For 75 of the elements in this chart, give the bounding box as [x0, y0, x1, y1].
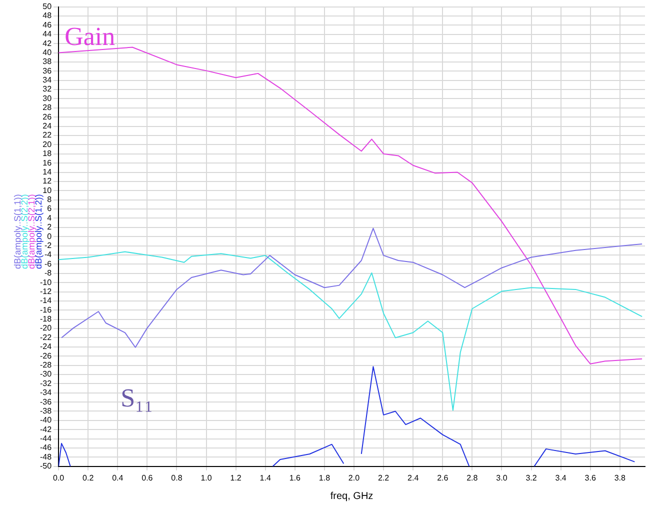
y-tick-label: -38 — [40, 406, 52, 416]
x-tick-label: 2.0 — [348, 473, 360, 482]
y-tick-label: 40 — [42, 48, 52, 57]
y-tick-label: -50 — [40, 462, 52, 471]
x-tick-label: 1.0 — [200, 473, 212, 482]
y-tick-label: -20 — [40, 324, 52, 333]
x-tick-label: 1.4 — [260, 473, 272, 482]
y-tick-label: 12 — [42, 176, 52, 186]
x-tick-label: 3.2 — [526, 473, 538, 482]
y-tick-label: 6 — [47, 204, 52, 214]
y-tick-label: 14 — [42, 167, 52, 176]
x-tick-label: 2.8 — [466, 473, 478, 482]
y-tick-label: 22 — [42, 130, 52, 140]
y-tick-label: 16 — [42, 158, 52, 168]
y-tick-label: -6 — [44, 259, 52, 268]
x-tick-label: 0.2 — [82, 473, 94, 482]
y-tick-label: -8 — [44, 268, 52, 278]
y-tick-label: 30 — [42, 94, 52, 103]
y-tick-label: 32 — [42, 84, 52, 94]
y-tick-label: 18 — [42, 149, 52, 158]
y-tick-label: -24 — [40, 342, 52, 352]
y-tick-label: -10 — [40, 278, 52, 287]
y-tick-label: -44 — [40, 434, 52, 444]
y-tick-label: -12 — [40, 286, 52, 296]
y-tick-label: -14 — [40, 296, 52, 306]
y-tick-label: 26 — [42, 112, 52, 122]
x-tick-label: 0.4 — [112, 473, 124, 482]
y-tick-label: 10 — [42, 186, 52, 195]
text: dB(ampoly..S(1,1)) — [12, 194, 22, 270]
x-axis-title: freq, GHz — [330, 490, 374, 502]
y-tick-label: -26 — [40, 351, 52, 360]
x-tick-label: 2.4 — [408, 473, 420, 482]
y-tick-label: -48 — [40, 452, 52, 462]
x-tick-label: 3.8 — [614, 473, 626, 482]
y-tick-label: 2 — [47, 222, 52, 232]
y-tick-label: 44 — [42, 30, 52, 39]
y-tick-label: 0 — [47, 232, 52, 241]
y-tick-label: 36 — [42, 66, 52, 76]
x-tick-label: 3.0 — [496, 473, 508, 482]
y-tick-label: 8 — [47, 195, 52, 204]
x-tick-label: 3.4 — [555, 473, 567, 482]
x-tick-label: 3.6 — [584, 473, 596, 482]
x-tick-label: 1.6 — [289, 473, 302, 482]
y-tick-label: -22 — [40, 332, 52, 342]
y-tick-label: 42 — [42, 38, 52, 48]
y-tick-label: 48 — [42, 11, 52, 20]
x-tick-label: 1.8 — [318, 473, 331, 482]
y-tick-label: 20 — [42, 140, 52, 149]
y-tick-label: -46 — [40, 443, 52, 452]
y-tick-label: -36 — [40, 397, 52, 406]
x-tick-label: 0.8 — [171, 473, 183, 482]
y-tick-label: -40 — [40, 416, 52, 425]
y-tick-label: -18 — [40, 314, 52, 324]
y-tick-label: 4 — [47, 213, 52, 222]
y-tick-label: 34 — [42, 76, 52, 85]
y-tick-label: 38 — [42, 57, 52, 66]
x-tick-label: 2.2 — [378, 473, 390, 482]
y-tick-label: -28 — [40, 360, 52, 370]
y-tick-label: 50 — [42, 2, 52, 12]
y-tick-label: -32 — [40, 378, 52, 388]
y-tick-label: -16 — [40, 305, 52, 314]
x-tick-label: 0.0 — [53, 473, 65, 482]
annotation: S₁₁ — [120, 383, 154, 412]
annotation: Gain — [64, 22, 116, 51]
y-tick-label: 46 — [42, 20, 52, 30]
y-tick-label: 28 — [42, 103, 52, 112]
x-tick-label: 2.6 — [437, 473, 449, 482]
y-tick-label: 24 — [42, 122, 52, 130]
y-tick-label: -42 — [40, 424, 52, 434]
y-tick-label: -2 — [44, 240, 52, 250]
x-tick-label: 1.2 — [230, 473, 242, 482]
x-tick-label: 0.6 — [142, 473, 154, 482]
y-tick-label: -4 — [44, 250, 52, 260]
y-tick-label: -30 — [40, 370, 52, 379]
y-tick-label: -34 — [40, 388, 52, 398]
